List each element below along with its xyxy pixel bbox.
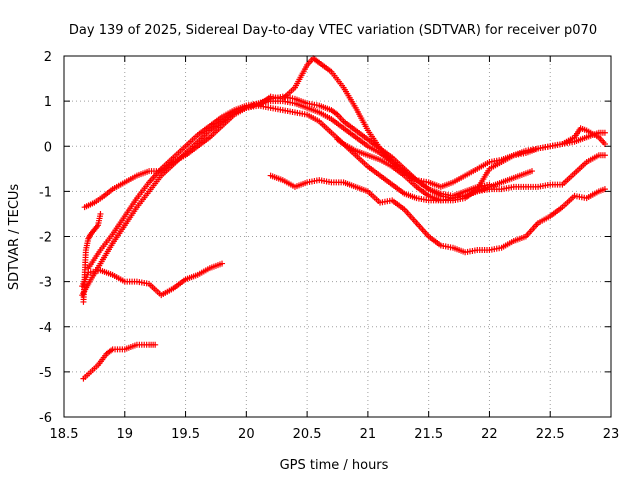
y-tick-label: 0 [44, 140, 52, 155]
data-point [528, 168, 535, 175]
y-axis-label: SDTVAR / TECUs [7, 184, 22, 291]
y-tick-label: -5 [39, 366, 52, 381]
y-tick-label: -2 [39, 231, 52, 246]
data-point [152, 341, 159, 348]
axis-ticks: 18.5 19 19.5 20 20.5 21 21.5 22 22.5 23-6-5-4-3-2… [39, 50, 619, 442]
data-point [97, 210, 104, 217]
series-s9 [80, 210, 104, 305]
x-tick-label: 20.5 [293, 427, 322, 442]
y-tick-label: 2 [44, 50, 52, 65]
y-tick-label: -6 [39, 411, 52, 426]
series-s8 [80, 341, 159, 382]
chart-title: Day 139 of 2025, Sidereal Day-to-day VTE… [69, 23, 597, 38]
series-s5 [334, 129, 608, 204]
x-tick-label: 23 [603, 427, 620, 442]
data-point [601, 140, 608, 147]
data-point [601, 129, 608, 136]
data-point [219, 260, 226, 267]
y-tick-label: -3 [39, 276, 52, 291]
y-tick-label: -1 [39, 185, 52, 200]
series-s7 [79, 260, 226, 299]
data-series [79, 55, 608, 382]
y-tick-label: -4 [39, 321, 52, 336]
series-s6 [267, 172, 608, 256]
data-point [601, 152, 608, 159]
grid [64, 56, 611, 417]
data-point [601, 186, 608, 193]
x-tick-label: 20 [238, 427, 255, 442]
series-s4 [255, 55, 608, 190]
x-axis-label: GPS time / hours [280, 458, 389, 473]
x-tick-label: 18.5 [50, 427, 79, 442]
x-tick-label: 22.5 [536, 427, 565, 442]
x-tick-label: 19.5 [171, 427, 200, 442]
x-tick-label: 21 [360, 427, 377, 442]
x-tick-label: 19 [117, 427, 134, 442]
x-tick-label: 21.5 [414, 427, 443, 442]
x-tick-label: 22 [481, 427, 498, 442]
y-tick-label: 1 [44, 95, 52, 110]
